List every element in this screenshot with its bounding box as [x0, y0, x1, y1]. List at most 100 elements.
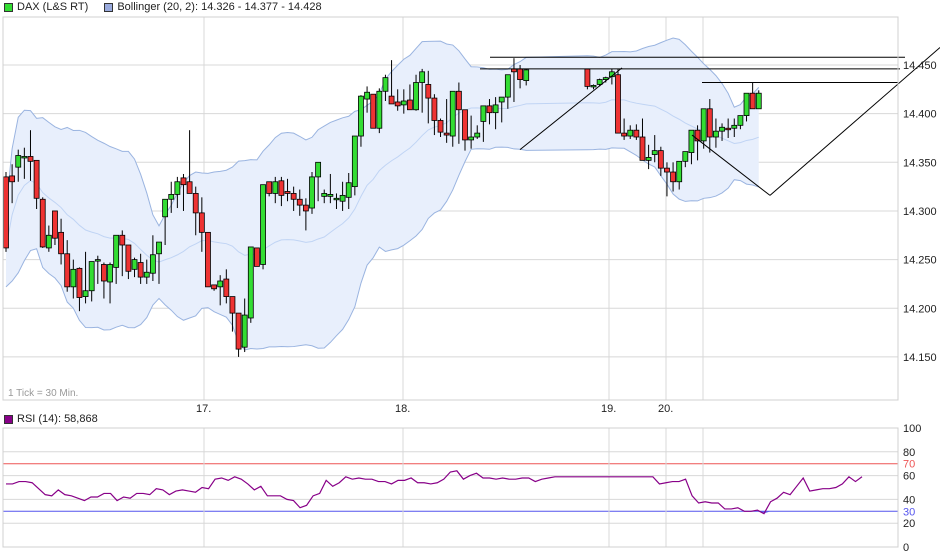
candle [39, 198, 46, 248]
candle [266, 181, 273, 194]
candle [58, 231, 64, 255]
candle [731, 124, 738, 129]
legend-dax-label: DAX (L&S RT) [17, 1, 89, 13]
candle [462, 109, 468, 141]
legend-item-dax: DAX (L&S RT) [4, 1, 88, 13]
candle [9, 175, 16, 183]
price-tick-label: 14.300 [903, 206, 937, 218]
candle [706, 108, 713, 138]
candle [235, 312, 242, 350]
date-tick-label: 20. [658, 403, 673, 415]
rsi-tick-label: 0 [903, 542, 909, 554]
candle [755, 92, 762, 110]
candle [651, 150, 658, 155]
candle [682, 151, 689, 162]
candle [131, 259, 138, 270]
price-y-axis: 14.450 14.400 14.350 14.300 14.250 14.200 14.1… [903, 60, 937, 364]
candle [688, 129, 695, 153]
candle [517, 68, 523, 80]
candle [468, 136, 475, 141]
candle [333, 197, 340, 201]
candle [376, 90, 383, 129]
candlesticks [3, 58, 762, 357]
candle [388, 95, 395, 105]
candle [64, 253, 71, 288]
candle [241, 314, 248, 348]
candle [725, 127, 732, 131]
candle [217, 280, 224, 288]
date-tick-label: 17. [196, 403, 211, 415]
candle [107, 264, 113, 283]
candle [615, 74, 621, 134]
price-tick-label: 14.450 [903, 60, 937, 72]
candle [382, 77, 389, 92]
candle [455, 90, 462, 111]
candle [749, 92, 756, 110]
price-tick-label: 14.200 [903, 303, 937, 315]
candle [113, 234, 120, 268]
candle [229, 296, 236, 314]
candle [45, 234, 52, 249]
candle [180, 177, 187, 186]
candle [33, 159, 40, 199]
candle [156, 241, 162, 255]
candle [425, 84, 432, 99]
trendlines [480, 47, 940, 196]
legend-bollinger-label: Bollinger (20, 2): 14.326 - 14.377 - 14.… [117, 1, 322, 13]
candle [101, 264, 107, 282]
candle [162, 198, 169, 218]
candle [339, 194, 346, 202]
candle [621, 132, 628, 137]
bollinger-band [5, 37, 760, 351]
candle [260, 184, 266, 265]
rsi-tick-label: 60 [903, 471, 915, 483]
candle [394, 101, 401, 107]
candle [633, 129, 640, 138]
candle [27, 156, 34, 162]
candle [52, 210, 58, 239]
candle [192, 193, 199, 214]
price-tick-label: 14.150 [903, 352, 937, 364]
chart-legend: DAX (L&S RT) Bollinger (20, 2): 14.326 -… [4, 1, 322, 13]
rsi-grid [3, 427, 898, 548]
rsi-tick-label: 40 [903, 494, 915, 506]
candle [302, 204, 309, 212]
candle [743, 92, 750, 116]
candle [168, 194, 175, 200]
candle [70, 268, 77, 288]
candle [700, 108, 707, 142]
candle [713, 130, 719, 138]
rsi-legend-label: RSI (14): 58,868 [17, 413, 98, 425]
candle [205, 231, 211, 288]
date-tick-label: 19. [601, 403, 616, 415]
candle [278, 180, 285, 196]
bollinger-swatch-icon [104, 2, 114, 12]
candle [486, 105, 493, 114]
candle [480, 105, 487, 122]
dax-swatch-icon [4, 2, 13, 12]
candle [174, 181, 181, 195]
candle [223, 278, 230, 297]
candle [82, 290, 89, 297]
candle [474, 132, 481, 138]
candle [498, 96, 505, 103]
candle [296, 198, 303, 206]
candle [364, 91, 370, 100]
candle [492, 104, 499, 114]
date-x-axis: 17. 18. 19. 20. [196, 403, 673, 415]
rsi-tick-label: 80 [903, 447, 915, 459]
tick-interval-note: 1 Tick = 30 Min. [8, 388, 78, 399]
candle [143, 271, 150, 278]
candle [272, 181, 279, 194]
candle [149, 254, 156, 274]
candle [21, 156, 28, 159]
candle [431, 97, 438, 121]
candle [15, 155, 22, 168]
candle [657, 150, 664, 169]
candle [351, 135, 358, 188]
candle [3, 176, 9, 249]
rsi-tick-label: 70 [903, 459, 915, 471]
date-tick-label: 18. [395, 403, 410, 415]
price-tick-label: 14.350 [903, 157, 937, 169]
candle [94, 259, 101, 262]
